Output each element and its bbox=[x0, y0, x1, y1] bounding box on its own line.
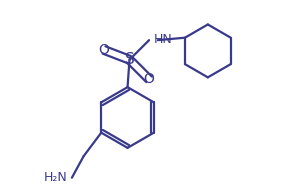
Text: HN: HN bbox=[153, 33, 172, 46]
Text: O: O bbox=[144, 72, 155, 86]
Text: S: S bbox=[125, 52, 134, 67]
Text: H₂N: H₂N bbox=[44, 171, 68, 184]
Text: O: O bbox=[99, 43, 110, 57]
